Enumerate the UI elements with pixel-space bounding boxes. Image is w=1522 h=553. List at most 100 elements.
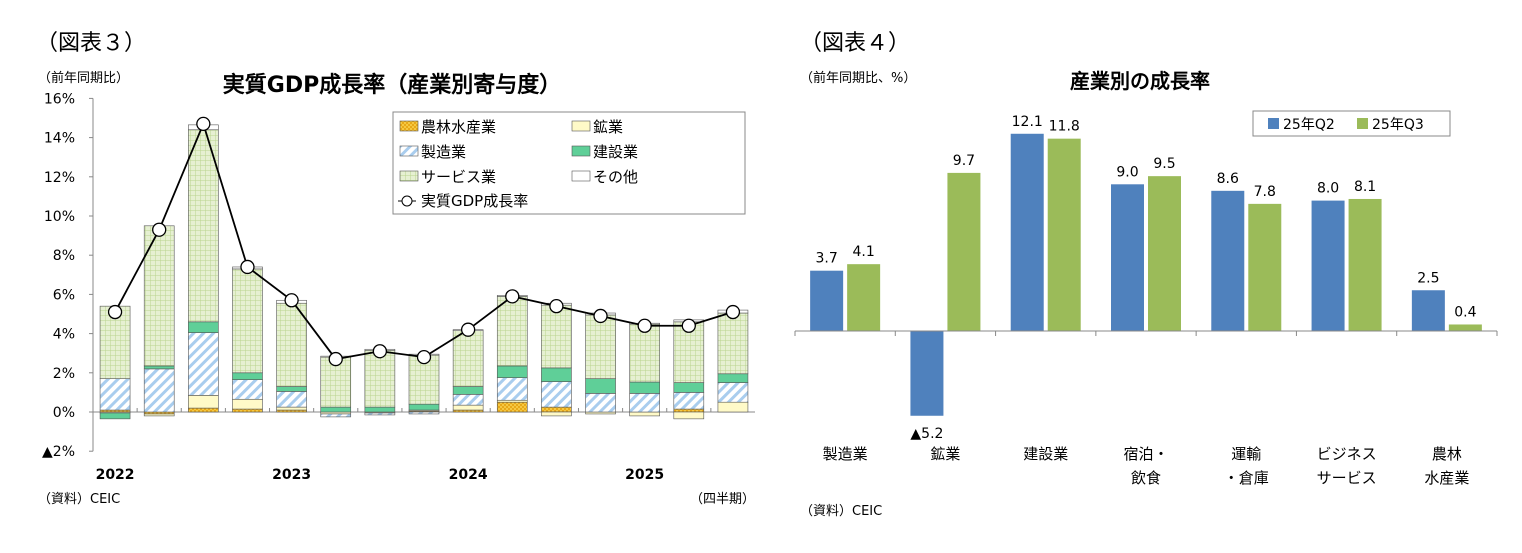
legend-swatch [399, 120, 419, 132]
bar-manufacturing [232, 379, 263, 400]
bar-manufacturing [143, 368, 175, 413]
data-label: 9.0 [1116, 164, 1138, 180]
bar-mining [143, 413, 175, 417]
bar-services [541, 304, 572, 369]
bar-manufacturing [541, 381, 572, 408]
data-label: 8.6 [1217, 171, 1239, 187]
data-label: 4.1 [853, 244, 875, 260]
bar-mining [276, 406, 307, 411]
bar-services [452, 330, 484, 387]
bar-manufacturing [496, 377, 528, 401]
y-tick-label: ▲2% [42, 444, 75, 460]
legend-q2: 25年Q2 [1283, 117, 1335, 133]
bar-construction [276, 386, 307, 392]
year-label: 2025 [625, 467, 664, 483]
data-label: ▲5.2 [910, 426, 943, 442]
bar-q2 [1311, 200, 1345, 331]
bar-construction [99, 412, 131, 420]
y-tick-label: 6% [53, 287, 75, 303]
bar-agri [188, 407, 219, 413]
year-label: 2024 [449, 467, 488, 483]
data-label: 9.7 [953, 153, 975, 169]
legend-label: 実質GDP成長率 [421, 192, 528, 210]
bar-manufacturing [629, 393, 660, 413]
bar-construction [717, 373, 749, 383]
data-label: 3.7 [816, 251, 838, 267]
bar-mining [188, 395, 219, 409]
bar-manufacturing [99, 378, 131, 411]
gdp-point [240, 259, 255, 275]
bar-services [232, 268, 263, 374]
data-label: 11.8 [1049, 119, 1080, 135]
gdp-point [549, 299, 564, 314]
bar-q2 [1211, 190, 1245, 331]
bar-services [585, 314, 616, 379]
figure3-label: （図表３） [36, 31, 146, 56]
bar-q3 [1348, 198, 1382, 331]
bar-construction [364, 406, 396, 413]
bar-manufacturing [188, 332, 219, 396]
legend-label: その他 [593, 168, 638, 186]
bar-q3 [1047, 138, 1081, 331]
y-tick-label: 2% [53, 366, 75, 382]
bar-manufacturing [364, 412, 396, 416]
gdp-point [152, 222, 167, 237]
bar-construction [320, 406, 352, 413]
bar-mining [629, 411, 660, 417]
left-title: 実質GDP成長率（産業別寄与度） [223, 72, 561, 98]
bar-construction [232, 372, 263, 380]
category-label: 鉱業 [930, 445, 960, 463]
bar-agri [673, 408, 705, 413]
category-label: 飲食 [1131, 469, 1161, 487]
data-label: 2.5 [1417, 270, 1439, 286]
legend-marker [401, 195, 413, 207]
category-label: サービス [1317, 469, 1377, 487]
bar-mining [452, 404, 484, 411]
right-ylabel: （前年同期比、%） [800, 70, 916, 86]
gdp-point [681, 318, 696, 333]
bar-q3 [847, 264, 881, 331]
bar-manufacturing [452, 394, 484, 406]
bar-services [496, 296, 528, 367]
bar-construction [629, 381, 660, 394]
gdp-point [196, 116, 211, 132]
legend-label: 鉱業 [593, 118, 623, 136]
gdp-point [372, 344, 388, 359]
bar-q2 [1010, 133, 1044, 331]
bar-q2 [1411, 290, 1445, 331]
bar-services [364, 349, 396, 408]
category-label: 農林 [1432, 445, 1462, 463]
category-label: ビジネス [1317, 445, 1377, 463]
gdp-point [725, 304, 741, 320]
data-label: 7.8 [1254, 184, 1276, 200]
category-label: 製造業 [823, 445, 868, 463]
bar-manufacturing [276, 391, 307, 408]
bar-services [717, 312, 749, 375]
category-label: 宿泊・ [1123, 445, 1168, 463]
category-label: ・倉庫 [1224, 469, 1269, 487]
bar-construction [143, 365, 175, 370]
bar-services [276, 302, 307, 387]
y-tick-label: 8% [53, 248, 75, 264]
bar-manufacturing [320, 413, 352, 418]
data-label: 9.5 [1153, 156, 1175, 172]
gdp-point [107, 304, 123, 320]
left-source: （資料）CEIC [38, 492, 120, 507]
data-label: 12.1 [1012, 114, 1043, 130]
bar-agri [496, 401, 528, 413]
bar-construction [408, 403, 440, 411]
legend-q3: 25年Q3 [1372, 117, 1424, 133]
bar-mining [232, 398, 263, 410]
y-tick-label: 12% [44, 170, 75, 186]
left-ylabel: （前年同期比） [38, 70, 129, 86]
y-tick-label: 14% [44, 131, 75, 147]
data-label: 8.1 [1354, 179, 1376, 195]
bar-construction [496, 365, 528, 379]
gdp-point [416, 349, 432, 365]
bar-services [188, 129, 219, 323]
data-label: 0.4 [1454, 304, 1476, 320]
gdp-point [460, 322, 476, 337]
left-xlabel: （四半期） [690, 492, 755, 507]
